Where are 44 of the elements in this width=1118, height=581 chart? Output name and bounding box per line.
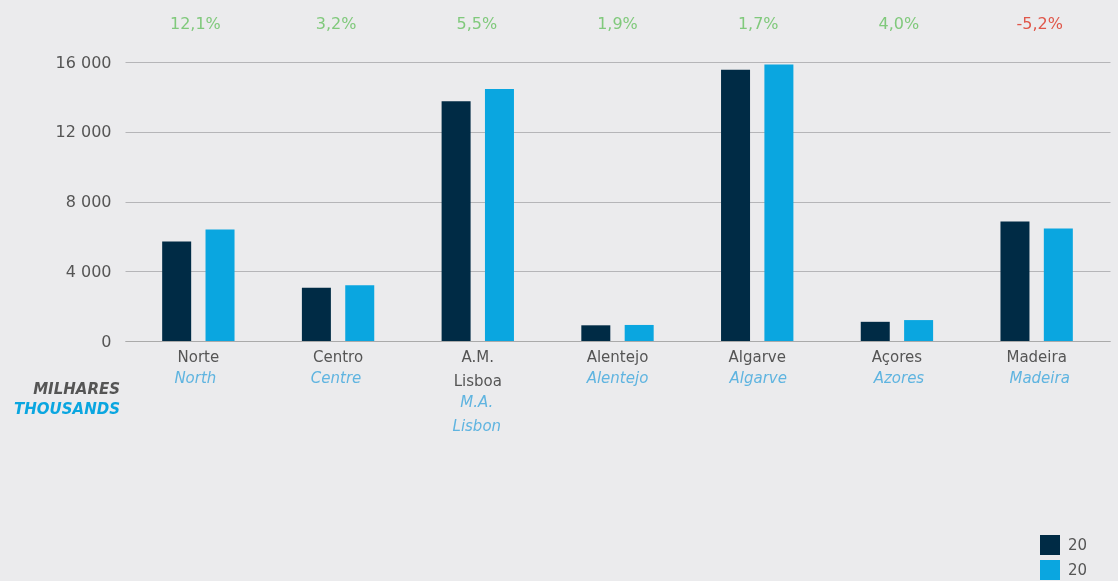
bar <box>624 324 654 341</box>
x-tick-label: Madeira <box>1006 347 1067 366</box>
text: 3,2% <box>315 14 357 33</box>
text: Algarve <box>728 369 787 387</box>
text: 1,9% <box>597 14 638 33</box>
x-tick-label: Norte <box>177 347 220 366</box>
bar <box>1043 228 1073 341</box>
text: 4,0% <box>878 14 920 33</box>
x-tick-label: Centro <box>313 347 364 366</box>
text: 5,5% <box>456 14 498 33</box>
bar <box>441 101 471 341</box>
x-tick-label: Açores <box>871 347 923 366</box>
legend-label: 20 <box>1068 561 1088 579</box>
bar <box>860 321 890 341</box>
bar <box>764 64 794 341</box>
y-tick-label: 0 <box>101 331 112 351</box>
y-axis-title: MILHARES <box>33 380 120 398</box>
y-tick-label: 4 000 <box>65 261 112 281</box>
bar <box>904 320 934 341</box>
text: Madeira <box>1009 369 1070 387</box>
text: -5,2% <box>1016 14 1063 33</box>
x-tick-label: Algarve <box>728 347 786 366</box>
bar <box>162 241 192 341</box>
text: 12,1% <box>169 14 221 33</box>
x-tick-label: Alentejo <box>586 347 649 366</box>
bar <box>484 89 514 341</box>
text: North <box>174 369 217 387</box>
bar <box>1000 221 1030 341</box>
bar <box>301 287 331 341</box>
y-tick-label: 12 000 <box>55 122 112 142</box>
text: 1,7% <box>737 14 779 33</box>
text: Azores <box>872 369 925 387</box>
text: Alentejo <box>585 369 649 387</box>
bar <box>581 325 611 341</box>
bar <box>345 285 375 341</box>
y-tick-label: 16 000 <box>55 52 112 72</box>
text: Centre <box>310 369 362 387</box>
bar <box>721 69 751 341</box>
x-tick-label: A.M. Lisboa <box>453 347 502 390</box>
legend-label: 20 <box>1068 536 1088 554</box>
text: M.A. Lisbon <box>452 393 502 435</box>
bar <box>205 229 235 341</box>
text: THOUSANDS <box>14 400 120 418</box>
y-tick-label: 8 000 <box>65 192 112 211</box>
